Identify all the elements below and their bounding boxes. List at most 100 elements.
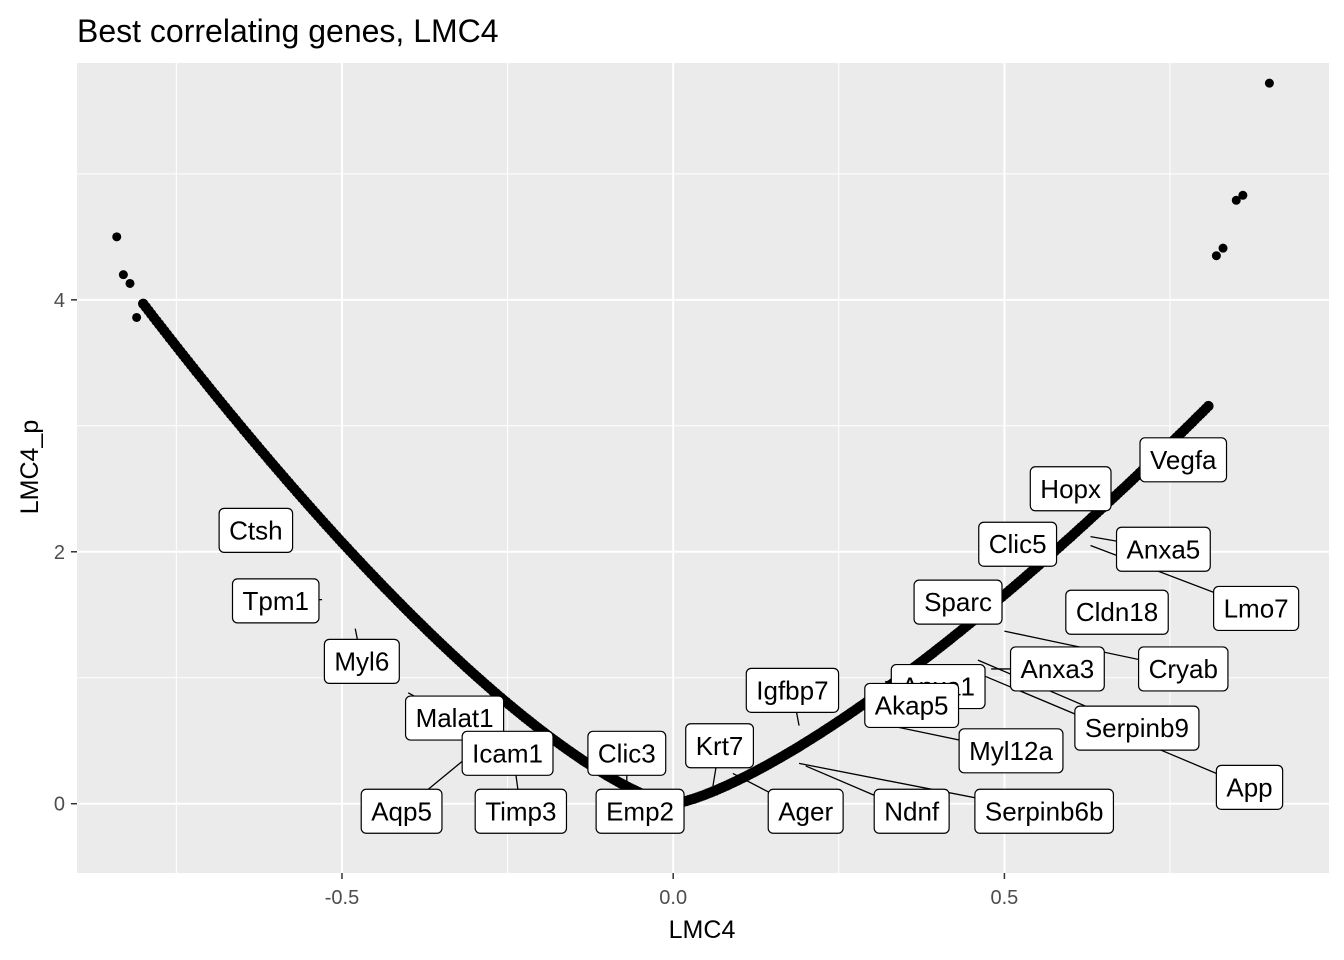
gene-label-box (767, 788, 844, 834)
gene-label-text: Ndnf (884, 796, 940, 826)
gene-label: Clic5 (978, 521, 1058, 567)
gene-label-text: Cldn18 (1076, 597, 1158, 627)
y-tick-label: 2 (54, 542, 65, 564)
data-points (112, 78, 1274, 809)
gene-label-text: Tpm1 (242, 586, 308, 616)
gene-label-box (1074, 705, 1200, 751)
gene-label-box (474, 788, 568, 834)
gene-label: Myl6 (323, 638, 400, 684)
gene-label: Aqp5 (360, 788, 443, 834)
gene-label-text: Anxa5 (1127, 534, 1201, 564)
axes: -0.5 0.0 0.5 0 2 4 (54, 290, 1018, 909)
gene-label: Anxa3 (1009, 646, 1105, 692)
gene-label: Emp2 (595, 788, 685, 834)
gene-label-text: Akap5 (875, 690, 949, 720)
gene-label-text: Clic3 (598, 738, 656, 768)
gene-label: Malat1 (404, 695, 505, 741)
gene-label-box (864, 682, 960, 729)
data-point (112, 232, 122, 242)
gene-label: Akap5 (864, 682, 960, 729)
data-point (1203, 400, 1214, 412)
gene-label: Serpinb9 (1074, 705, 1200, 751)
gene-label: Ctsh (218, 507, 294, 553)
gene-label-box (1137, 646, 1229, 692)
gene-label-text: Ctsh (229, 515, 282, 545)
y-axis-title: LMC4_p (16, 420, 44, 515)
gene-label-text: Clic5 (989, 529, 1047, 559)
gene-label-text: Serpinb9 (1085, 713, 1189, 743)
x-tick-label: 0.0 (659, 887, 687, 909)
gene-label-text: Emp2 (606, 796, 674, 826)
data-point (125, 278, 135, 288)
gene-label-text: Anxa3 (1021, 654, 1095, 684)
gene-label: Timp3 (474, 788, 568, 834)
gene-label-box (1215, 764, 1284, 810)
gene-label-box (958, 728, 1064, 774)
chart-title: Best correlating genes, LMC4 (77, 13, 499, 49)
gene-label: Myl12a (958, 728, 1064, 774)
gene-label-box (231, 578, 320, 624)
gene-label-box (360, 788, 443, 834)
gene-label: Sparc (913, 579, 1003, 625)
gene-label-box (974, 788, 1115, 834)
gene-label: Hopx (1029, 466, 1112, 512)
data-point (132, 312, 142, 322)
gene-label: Icam1 (461, 730, 554, 776)
gene-label: Tpm1 (231, 578, 320, 624)
gene-label-box (913, 579, 1003, 625)
gene-label: App (1215, 764, 1284, 810)
y-tick-label: 0 (54, 794, 65, 816)
x-tick-label: 0.5 (991, 887, 1019, 909)
gene-label: Igfbp7 (745, 667, 840, 713)
data-point (1264, 78, 1274, 88)
gene-label-box (1213, 585, 1300, 632)
gene-label-box (1065, 589, 1169, 635)
gene-label-box (461, 730, 554, 776)
gene-label-box (1029, 466, 1112, 512)
gene-label-text: Timp3 (485, 796, 556, 826)
gene-label: Vegfa (1139, 437, 1228, 483)
gene-label-text: Sparc (924, 587, 992, 617)
gene-label-text: Myl6 (334, 646, 389, 676)
gene-label-text: Myl12a (969, 736, 1053, 766)
gene-label: Lmo7 (1213, 585, 1300, 632)
gene-labels: Ctsh Tpm1 Myl6 Malat1 Icam1 Aqp5 Timp3 Clic3 Emp… (218, 437, 1300, 834)
x-axis-title: LMC4 (669, 916, 736, 944)
gene-label: Anxa5 (1115, 526, 1211, 572)
gene-label-box (595, 788, 685, 834)
gene-label-text: App (1226, 772, 1272, 802)
gene-label-box (323, 638, 400, 684)
gene-label: Ndnf (873, 788, 950, 834)
gene-label-text: Lmo7 (1224, 593, 1289, 623)
gene-label-text: Serpinb6b (985, 796, 1104, 826)
data-point (1218, 243, 1228, 253)
gene-label-box (587, 730, 667, 776)
gene-label-box (978, 521, 1058, 567)
gene-label: Cryab (1137, 646, 1229, 692)
gene-label-box (1139, 437, 1228, 483)
gene-label: Krt7 (685, 723, 755, 769)
gene-label-text: Malat1 (416, 703, 494, 733)
data-point (1231, 195, 1241, 205)
gene-label-text: Aqp5 (371, 796, 432, 826)
gene-label-text: Hopx (1040, 474, 1101, 504)
gene-label-box (873, 788, 950, 834)
gene-label-text: Igfbp7 (756, 675, 828, 705)
gene-label-box (685, 723, 755, 769)
gene-label: Ager (767, 788, 844, 834)
gene-label-text: Ager (778, 796, 833, 826)
gene-label: Cldn18 (1065, 589, 1169, 635)
data-point (1211, 251, 1221, 261)
gene-label-box (1009, 646, 1105, 692)
gene-label-box (1115, 526, 1211, 572)
gene-label-text: Cryab (1149, 654, 1218, 684)
gene-label: Serpinb6b (974, 788, 1115, 834)
gene-label-text: Krt7 (696, 731, 744, 761)
gene-label-text: Icam1 (472, 738, 543, 768)
gene-label-box (218, 507, 294, 553)
data-point (1238, 190, 1248, 200)
y-tick-label: 4 (54, 290, 65, 312)
gene-label-box (404, 695, 505, 741)
gene-label: Clic3 (587, 730, 667, 776)
